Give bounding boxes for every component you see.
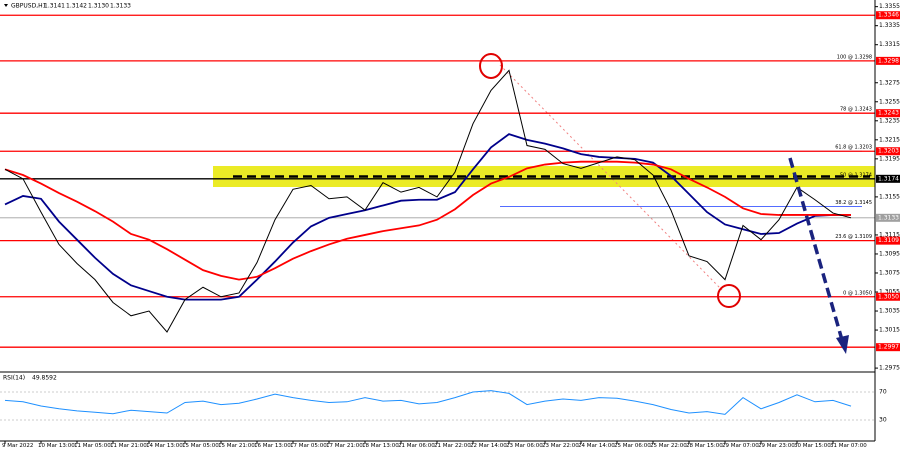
y-tick-label: 1.3335 [879,22,900,29]
y-tick-label: 1.3355 [879,3,900,10]
price-series [4,133,851,301]
arrow-head [836,335,849,354]
chart-title: GBPUSD,H1 [11,3,47,10]
rsi-tick-label: 70 [879,389,887,396]
x-tick-label: 9 Mar 2022 [2,443,33,449]
x-tick-label: 25 Mar 06:00 [614,443,651,449]
rsi-value: 49.8592 [32,375,57,382]
level-label: 1.2997 [878,344,899,351]
forecast-arrow [788,157,844,341]
fib-label: 50 @ 1.3174 [840,172,872,178]
x-tick-label: 23 Mar 22:00 [542,443,579,449]
x-tick-label: 24 Mar 14:00 [578,443,615,449]
level-label: 1.3109 [878,237,899,244]
y-tick-label: 1.3095 [879,250,900,257]
quote: 1.3141 [44,3,65,10]
x-tick-label: 15 Mar 05:00 [182,443,219,449]
y-tick-label: 1.3015 [879,327,900,334]
level-label: 1.3243 [878,110,899,117]
y-tick-label: 1.3235 [879,117,900,124]
y-tick-label: 1.3155 [879,193,900,200]
x-tick-label: 17 Mar 05:00 [290,443,327,449]
quote: 1.3142 [66,3,87,10]
fib-label: 23.6 @ 1.3109 [835,234,872,240]
y-tick-label: 1.3275 [879,79,900,86]
quote: 1.3133 [110,3,131,10]
high-circle [479,53,503,79]
rsi-tick-label: 30 [879,417,887,424]
x-tick-label: 23 Mar 06:00 [506,443,543,449]
level-box [876,109,900,118]
y-tick-label: 1.3215 [879,136,900,143]
y-tick-label: 1.3075 [879,269,900,276]
level-label: 1.3133 [878,214,899,221]
level-label: 1.3298 [878,57,899,64]
fib-label: 38.2 @ 1.3145 [835,200,872,206]
fib-label: 61.8 @ 1.3203 [835,145,872,151]
y-tick-label: 1.3035 [879,308,900,315]
price-series [4,69,852,333]
x-tick-label: 28 Mar 15:00 [686,443,723,449]
level-label: 1.3203 [878,148,899,155]
x-tick-label: 21 Mar 06:00 [398,443,435,449]
quote: 1.3130 [88,3,109,10]
x-tick-label: 14 Mar 13:00 [146,443,183,449]
x-tick-label: 29 Mar 23:00 [758,443,795,449]
level-box [876,56,900,65]
fib-label: 78 @ 1.3243 [840,107,872,113]
rsi-title: RSI(14) [3,375,25,382]
level-label: 1.3174 [878,175,899,182]
level-box [876,292,900,301]
x-tick-label: 11 Mar 21:00 [110,443,147,449]
x-tick-label: 31 Mar 07:00 [830,443,867,449]
menu-triangle [4,4,8,7]
x-tick-label: 16 Mar 13:00 [254,443,291,449]
x-tick-label: 22 Mar 14:00 [470,443,507,449]
price-series [4,160,851,281]
x-tick-label: 21 Mar 22:00 [434,443,471,449]
level-box [876,174,900,183]
level-box [876,343,900,352]
x-tick-label: 25 Mar 22:00 [650,443,687,449]
y-tick-label: 1.2975 [879,365,900,372]
low-circle [717,284,741,308]
x-tick-label: 15 Mar 21:00 [218,443,255,449]
level-label: 1.3346 [878,12,899,19]
fib-label: 0 @ 1.3050 [843,290,872,296]
level-box [876,147,900,156]
y-tick-label: 1.3195 [879,155,900,162]
level-box [876,236,900,245]
level-box [876,11,900,20]
fib-label: 100 @ 1.3298 [837,54,872,60]
x-tick-label: 30 Mar 15:00 [794,443,831,449]
x-tick-label: 18 Mar 13:00 [362,443,399,449]
rsi-line [4,390,852,415]
y-tick-label: 1.3315 [879,41,900,48]
x-tick-label: 11 Mar 05:00 [74,443,111,449]
y-tick-label: 1.3115 [879,231,900,238]
level-label: 1.3050 [878,293,899,300]
y-tick-label: 1.3255 [879,98,900,105]
plot: 1.2975 1.3015 1.3035 1.3055 1.3075 1.3095 1.31… [0,3,900,449]
x-tick-label: 29 Mar 07:00 [722,443,759,449]
y-tick-label: 1.3055 [879,289,900,296]
level-box [876,213,900,222]
x-tick-label: 17 Mar 21:00 [326,443,363,449]
x-tick-label: 10 Mar 13:00 [38,443,75,449]
